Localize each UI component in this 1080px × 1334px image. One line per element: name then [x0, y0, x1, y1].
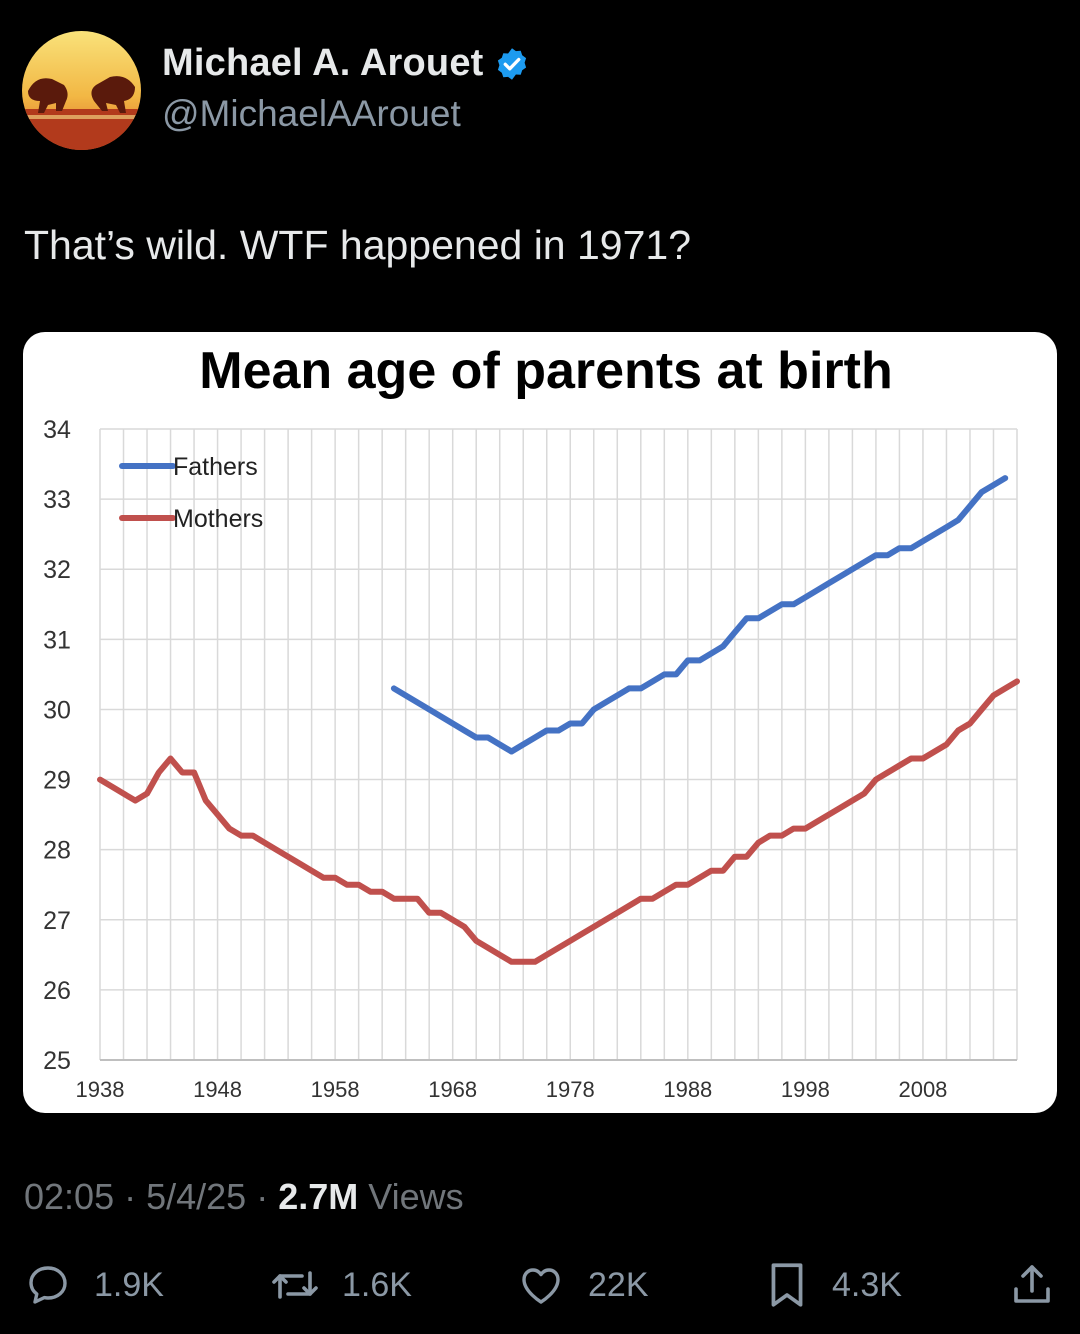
y-tick-label: 26: [43, 977, 71, 1005]
author-block[interactable]: Michael A. Arouet @MichaelAArouet: [162, 42, 530, 135]
legend-label-fathers: Fathers: [173, 453, 258, 481]
reply-button[interactable]: 1.9K: [24, 1255, 164, 1315]
bookmark-button[interactable]: 4.3K: [764, 1255, 902, 1315]
x-tick-label: 2008: [898, 1077, 947, 1102]
y-tick-label: 34: [43, 416, 71, 444]
avatar-image: [22, 31, 141, 150]
y-tick-label: 29: [43, 767, 71, 795]
avatar[interactable]: [22, 31, 141, 150]
meta-separator: ·: [114, 1176, 147, 1217]
meta-separator: ·: [246, 1176, 279, 1217]
chart-legend: Fathers Mothers: [119, 453, 263, 533]
views-count: 2.7M: [278, 1176, 359, 1217]
chart-series: [97, 475, 1020, 965]
chart-title: Mean age of parents at birth: [199, 342, 892, 400]
y-tick-label: 31: [43, 626, 71, 654]
author-name[interactable]: Michael A. Arouet: [162, 42, 484, 84]
x-tick-label: 1998: [781, 1077, 830, 1102]
like-count: 22K: [588, 1265, 649, 1304]
heart-icon: [522, 1268, 560, 1304]
series-line-fathers: [390, 475, 1009, 755]
y-tick-label: 27: [43, 907, 71, 935]
legend-label-mothers: Mothers: [173, 505, 263, 533]
x-tick-label: 1968: [428, 1077, 477, 1102]
share-icon: [1014, 1265, 1050, 1303]
bookmark-icon: [771, 1263, 803, 1307]
tweet-meta: 02:05 · 5/4/25 · 2.7M Views: [24, 1176, 464, 1218]
reply-icon: [29, 1266, 67, 1304]
repost-button[interactable]: 1.6K: [270, 1255, 412, 1315]
y-tick-label: 32: [43, 556, 71, 584]
author-handle[interactable]: @MichaelAArouet: [162, 93, 461, 134]
like-button[interactable]: 22K: [516, 1255, 649, 1315]
y-tick-label: 28: [43, 837, 71, 865]
line-chart: Mean age of parents at birth 34 33 32 31 30 2…: [43, 342, 1020, 1102]
x-tick-label: 1958: [311, 1077, 360, 1102]
share-button[interactable]: [1008, 1255, 1056, 1315]
tweet-text: That’s wild. WTF happened in 1971?: [24, 222, 692, 268]
action-bar: 1.9K 1.6K 22K 4.3K: [0, 1255, 1080, 1315]
tweet-media-chart[interactable]: Mean age of parents at birth 34 33 32 31 30 2…: [23, 332, 1057, 1113]
tweet-date[interactable]: 5/4/25: [146, 1176, 247, 1217]
bookmark-count: 4.3K: [832, 1265, 902, 1304]
x-tick-label: 1988: [663, 1077, 712, 1102]
tweet-time[interactable]: 02:05: [24, 1176, 115, 1217]
y-tick-label: 25: [43, 1047, 71, 1075]
y-tick-label: 30: [43, 696, 71, 724]
series-line-mothers: [97, 678, 1020, 965]
y-tick-label: 33: [43, 486, 71, 514]
views-label: Views: [358, 1176, 464, 1217]
x-tick-label: 1978: [546, 1077, 595, 1102]
repost-count: 1.6K: [342, 1265, 412, 1304]
reply-count: 1.9K: [94, 1265, 164, 1304]
x-tick-label: 1948: [193, 1077, 242, 1102]
x-tick-label: 1938: [76, 1077, 125, 1102]
repost-icon: [272, 1271, 318, 1299]
verified-badge-icon: [494, 46, 530, 82]
